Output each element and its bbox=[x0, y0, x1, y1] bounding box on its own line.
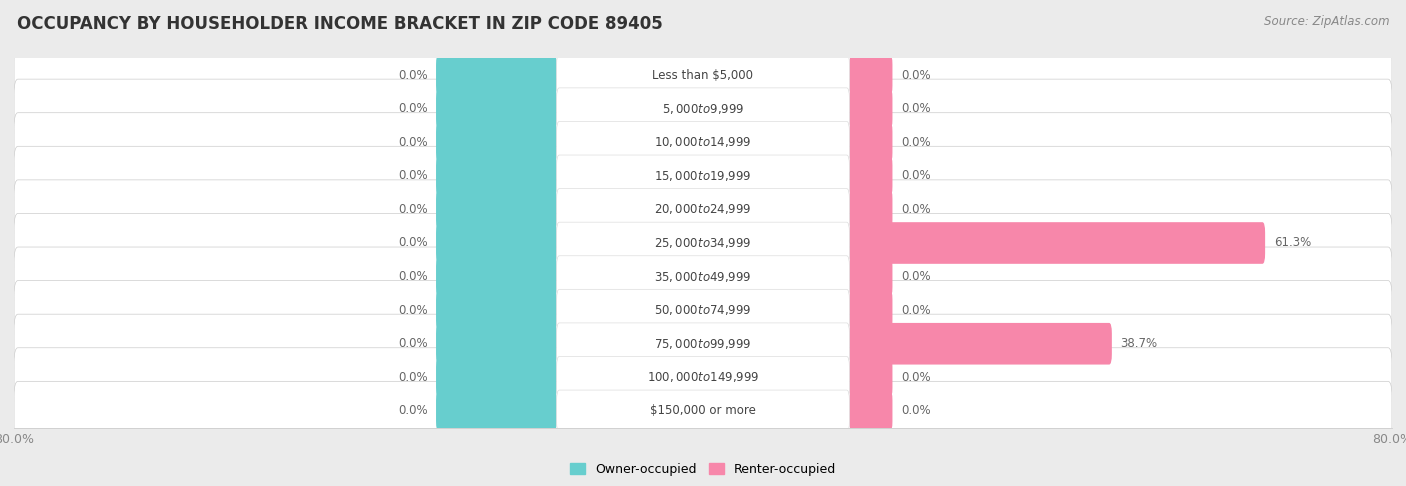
FancyBboxPatch shape bbox=[849, 88, 893, 129]
FancyBboxPatch shape bbox=[14, 382, 1392, 440]
FancyBboxPatch shape bbox=[436, 357, 557, 398]
Text: Source: ZipAtlas.com: Source: ZipAtlas.com bbox=[1264, 15, 1389, 28]
FancyBboxPatch shape bbox=[436, 155, 557, 197]
Text: 0.0%: 0.0% bbox=[398, 102, 427, 115]
Text: $5,000 to $9,999: $5,000 to $9,999 bbox=[662, 102, 744, 116]
FancyBboxPatch shape bbox=[849, 256, 893, 297]
FancyBboxPatch shape bbox=[849, 357, 893, 398]
FancyBboxPatch shape bbox=[436, 222, 557, 264]
Text: 0.0%: 0.0% bbox=[901, 169, 931, 182]
Text: 0.0%: 0.0% bbox=[398, 337, 427, 350]
Text: $50,000 to $74,999: $50,000 to $74,999 bbox=[654, 303, 752, 317]
Text: 0.0%: 0.0% bbox=[901, 404, 931, 417]
FancyBboxPatch shape bbox=[436, 189, 557, 230]
FancyBboxPatch shape bbox=[557, 390, 849, 432]
FancyBboxPatch shape bbox=[557, 189, 849, 230]
FancyBboxPatch shape bbox=[14, 213, 1392, 273]
FancyBboxPatch shape bbox=[436, 256, 557, 297]
FancyBboxPatch shape bbox=[14, 280, 1392, 340]
Text: 0.0%: 0.0% bbox=[901, 69, 931, 82]
FancyBboxPatch shape bbox=[849, 323, 1112, 364]
Text: $150,000 or more: $150,000 or more bbox=[650, 404, 756, 417]
FancyBboxPatch shape bbox=[557, 289, 849, 331]
Text: 0.0%: 0.0% bbox=[901, 136, 931, 149]
Text: $35,000 to $49,999: $35,000 to $49,999 bbox=[654, 270, 752, 283]
Text: 0.0%: 0.0% bbox=[901, 304, 931, 317]
FancyBboxPatch shape bbox=[436, 122, 557, 163]
FancyBboxPatch shape bbox=[557, 222, 849, 264]
Text: 0.0%: 0.0% bbox=[398, 371, 427, 384]
Text: 0.0%: 0.0% bbox=[398, 404, 427, 417]
FancyBboxPatch shape bbox=[557, 155, 849, 197]
FancyBboxPatch shape bbox=[849, 289, 893, 331]
Text: 0.0%: 0.0% bbox=[398, 69, 427, 82]
Text: 0.0%: 0.0% bbox=[901, 270, 931, 283]
FancyBboxPatch shape bbox=[849, 189, 893, 230]
FancyBboxPatch shape bbox=[849, 222, 1265, 264]
Text: 0.0%: 0.0% bbox=[398, 203, 427, 216]
Text: OCCUPANCY BY HOUSEHOLDER INCOME BRACKET IN ZIP CODE 89405: OCCUPANCY BY HOUSEHOLDER INCOME BRACKET … bbox=[17, 15, 662, 33]
Text: 0.0%: 0.0% bbox=[901, 203, 931, 216]
FancyBboxPatch shape bbox=[849, 122, 893, 163]
Text: 0.0%: 0.0% bbox=[398, 169, 427, 182]
FancyBboxPatch shape bbox=[557, 54, 849, 96]
FancyBboxPatch shape bbox=[557, 323, 849, 364]
FancyBboxPatch shape bbox=[14, 314, 1392, 373]
FancyBboxPatch shape bbox=[557, 357, 849, 398]
FancyBboxPatch shape bbox=[557, 256, 849, 297]
FancyBboxPatch shape bbox=[14, 79, 1392, 138]
Text: 0.0%: 0.0% bbox=[901, 102, 931, 115]
FancyBboxPatch shape bbox=[436, 88, 557, 129]
FancyBboxPatch shape bbox=[14, 348, 1392, 407]
FancyBboxPatch shape bbox=[849, 155, 893, 197]
Text: 38.7%: 38.7% bbox=[1121, 337, 1157, 350]
FancyBboxPatch shape bbox=[14, 46, 1392, 104]
Text: 0.0%: 0.0% bbox=[398, 136, 427, 149]
FancyBboxPatch shape bbox=[14, 247, 1392, 306]
FancyBboxPatch shape bbox=[436, 323, 557, 364]
FancyBboxPatch shape bbox=[14, 113, 1392, 172]
Text: $100,000 to $149,999: $100,000 to $149,999 bbox=[647, 370, 759, 384]
Text: 0.0%: 0.0% bbox=[901, 371, 931, 384]
FancyBboxPatch shape bbox=[436, 390, 557, 432]
FancyBboxPatch shape bbox=[849, 54, 893, 96]
Text: $25,000 to $34,999: $25,000 to $34,999 bbox=[654, 236, 752, 250]
Text: 0.0%: 0.0% bbox=[398, 304, 427, 317]
FancyBboxPatch shape bbox=[849, 390, 893, 432]
Text: $15,000 to $19,999: $15,000 to $19,999 bbox=[654, 169, 752, 183]
Text: 0.0%: 0.0% bbox=[398, 237, 427, 249]
Text: Less than $5,000: Less than $5,000 bbox=[652, 69, 754, 82]
Text: $75,000 to $99,999: $75,000 to $99,999 bbox=[654, 337, 752, 351]
Text: $10,000 to $14,999: $10,000 to $14,999 bbox=[654, 135, 752, 149]
FancyBboxPatch shape bbox=[557, 88, 849, 129]
FancyBboxPatch shape bbox=[14, 180, 1392, 239]
FancyBboxPatch shape bbox=[436, 289, 557, 331]
FancyBboxPatch shape bbox=[557, 122, 849, 163]
FancyBboxPatch shape bbox=[14, 146, 1392, 206]
Legend: Owner-occupied, Renter-occupied: Owner-occupied, Renter-occupied bbox=[565, 457, 841, 481]
Text: 61.3%: 61.3% bbox=[1274, 237, 1310, 249]
Text: 0.0%: 0.0% bbox=[398, 270, 427, 283]
Text: $20,000 to $24,999: $20,000 to $24,999 bbox=[654, 203, 752, 216]
FancyBboxPatch shape bbox=[436, 54, 557, 96]
